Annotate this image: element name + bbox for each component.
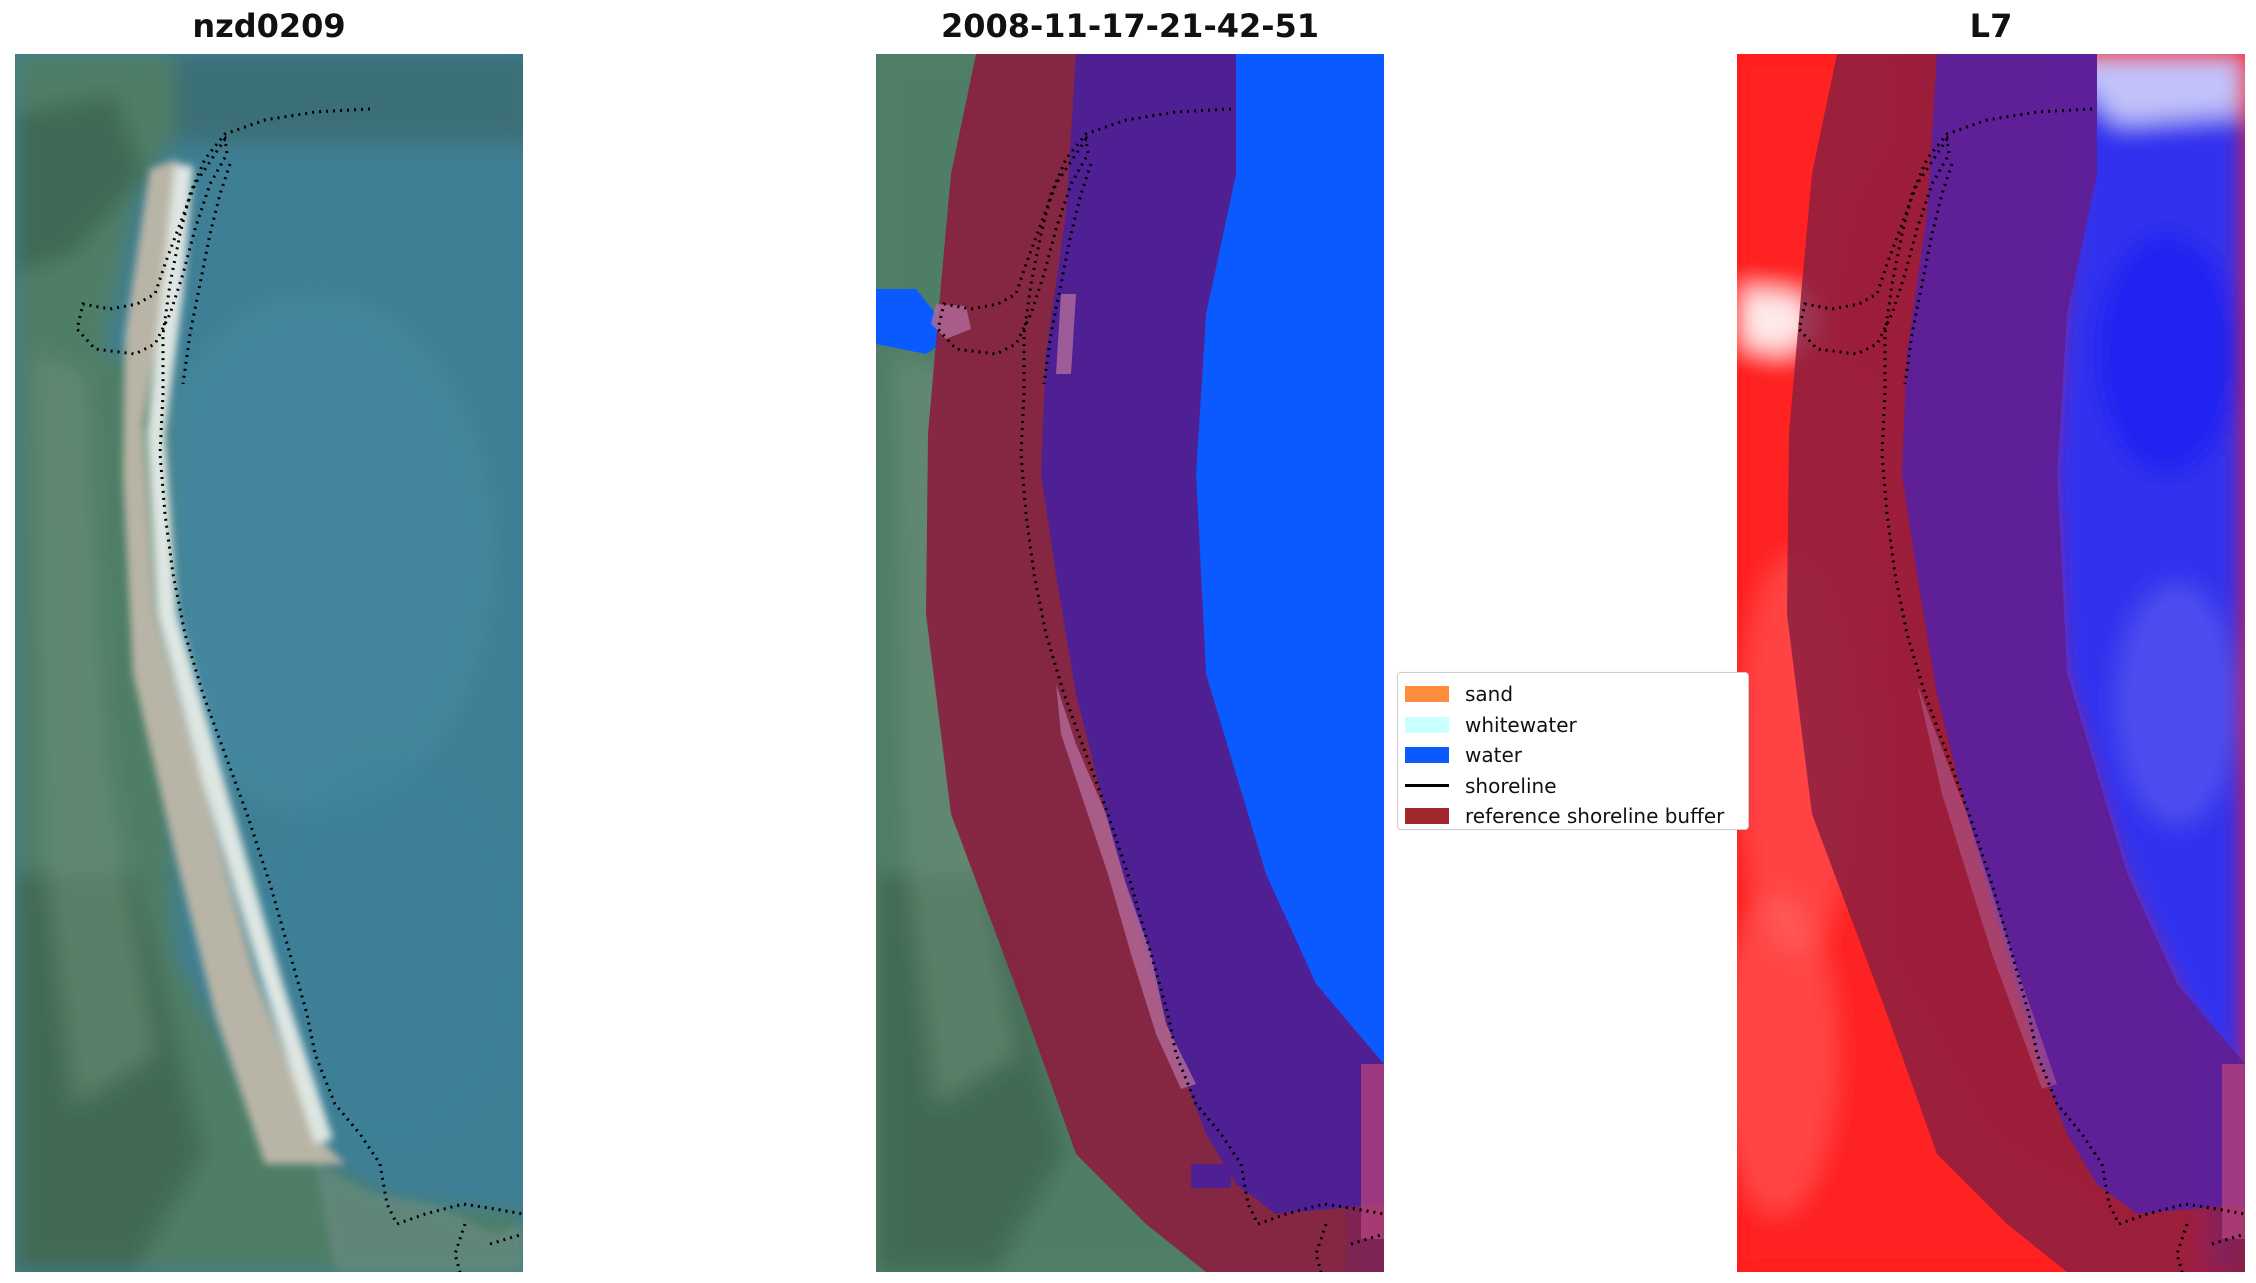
legend-label-shoreline: shoreline [1465,773,1557,798]
legend-label-water: water [1465,743,1522,768]
legend-swatch-sand [1405,686,1449,703]
rgb-image [15,54,523,1272]
water-class-region [1186,54,1384,1272]
legend-swatch-shoreline [1405,784,1449,788]
classified-image [876,54,1384,1272]
legend-label-whitewater: whitewater [1465,712,1577,737]
legend: sand whitewater water shoreline referenc… [1397,672,1749,830]
legend-swatch-reference-buffer [1405,808,1449,825]
legend-item-water: water [1405,740,1748,771]
legend-swatch-water [1405,747,1449,764]
legend-item-shoreline: shoreline [1405,771,1748,802]
index-image-panel [1737,54,2245,1272]
legend-item-sand: sand [1405,679,1748,710]
legend-label-reference-buffer: reference shoreline buffer [1465,804,1725,829]
legend-swatch-whitewater [1405,716,1449,733]
shoreline-line [158,107,523,1226]
legend-label-sand: sand [1465,682,1514,707]
rgb-image-panel [15,54,523,1272]
panel-title-rgb: nzd0209 [192,7,346,45]
panel-title-index: L7 [1969,7,2013,45]
legend-item-reference-buffer: reference shoreline buffer [1405,801,1748,832]
panel-title-classified: 2008-11-17-21-42-51 [940,7,1320,45]
index-image [1737,54,2245,1272]
classified-image-panel [876,54,1384,1272]
legend-item-whitewater: whitewater [1405,710,1748,741]
